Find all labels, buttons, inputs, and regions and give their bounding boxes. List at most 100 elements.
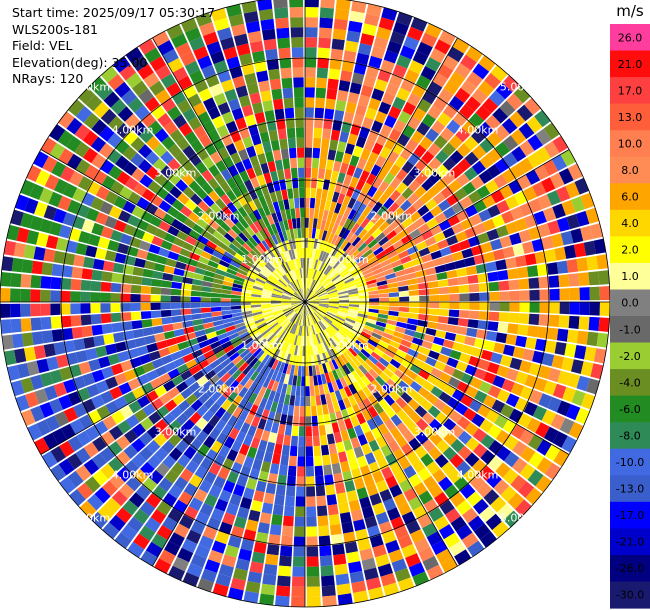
ray-gate [215,531,230,545]
ray-gate [435,548,453,564]
ray-gate [297,315,302,326]
ray-gate [340,270,351,278]
ray-gate [322,454,331,466]
ray-gate [190,193,203,206]
ray-gate [65,352,79,366]
ray-gate [146,252,158,262]
ray-gate [389,254,400,264]
ray-gate [171,281,182,289]
ray-gate [499,100,516,117]
ray-gate [449,150,464,165]
ray-gate [222,458,234,471]
ray-gate [537,326,549,339]
ray-gate [367,282,378,289]
ray-gate [90,196,105,211]
ray-gate [379,302,390,306]
ray-gate [160,309,172,318]
ray-gate [404,353,416,364]
ray-gate [183,446,197,460]
ray-gate [110,312,122,323]
ray-gate [343,50,357,63]
ray-gate [279,329,287,339]
ray-gate [133,508,150,525]
ray-gate [333,18,348,31]
ray-gate [430,386,443,398]
ray-gate [320,219,327,231]
ray-gate [300,217,305,228]
ray-gate [294,292,303,300]
ray-gate [91,394,105,409]
ray-gate [296,335,300,346]
ray-gate [418,247,431,257]
ray-gate [299,187,305,198]
ray-gate [207,106,221,120]
ray-gate [194,354,206,365]
ray-gate [358,307,369,312]
ray-gate [285,250,292,261]
ray-gate [392,354,404,364]
ray-gate [83,256,95,269]
ray-gate [273,311,284,318]
ray-gate [361,361,372,372]
ray-gate [518,313,530,325]
ray-gate [336,263,345,273]
ray-gate [60,315,72,328]
ray-gate [214,245,226,255]
ray-gate [314,285,323,293]
ray-gate [372,502,386,516]
ray-gate [174,151,188,165]
ray-gate [459,196,473,209]
ray-gate [264,193,273,205]
ray-gate [10,380,25,397]
ray-gate [532,350,545,364]
ray-gate [293,335,298,346]
ray-gate [305,217,309,228]
ray-gate [515,371,529,385]
ray-gate [249,561,264,574]
ray-gate [330,258,339,268]
ray-gate [131,438,146,453]
ray-gate [331,422,340,434]
ray-gate [334,248,343,258]
ray-gate [243,337,254,346]
ray-gate [295,291,303,300]
ray-gate [259,364,268,375]
ray-gate [265,482,277,495]
ray-gate [469,302,480,310]
ray-gate [211,283,223,289]
ray-gate [553,449,570,467]
ray-gate [488,90,506,107]
ray-gate [288,455,297,467]
ray-gate [356,455,368,468]
ray-gate [272,308,283,313]
ray-gate [345,362,355,373]
ray-gate [566,214,580,230]
ray-gate [493,174,508,189]
ray-gate [225,247,237,257]
ray-gate [556,400,571,417]
ray-gate [291,313,298,323]
ray-gate [392,64,408,78]
ray-gate [372,176,383,189]
ray-gate [348,395,357,407]
ray-gate [63,340,76,353]
ray-gate [310,314,316,324]
colorbar-swatch [610,24,650,52]
ray-gate [263,172,272,184]
ray-gate [294,292,302,300]
ray-gate [419,191,433,204]
ray-gate [109,514,126,532]
ray-gate [34,201,48,218]
ray-gate [182,145,196,159]
ray-gate [309,197,316,209]
ray-gate [500,355,513,368]
ray-gate [384,418,396,431]
ray-gate [248,381,258,393]
ray-gate [281,304,292,307]
ray-gate [271,514,283,526]
ray-gate [271,422,280,434]
ray-gate [561,357,574,372]
ray-gate [469,475,486,491]
ray-gate [343,218,352,229]
ray-gate [285,332,292,343]
